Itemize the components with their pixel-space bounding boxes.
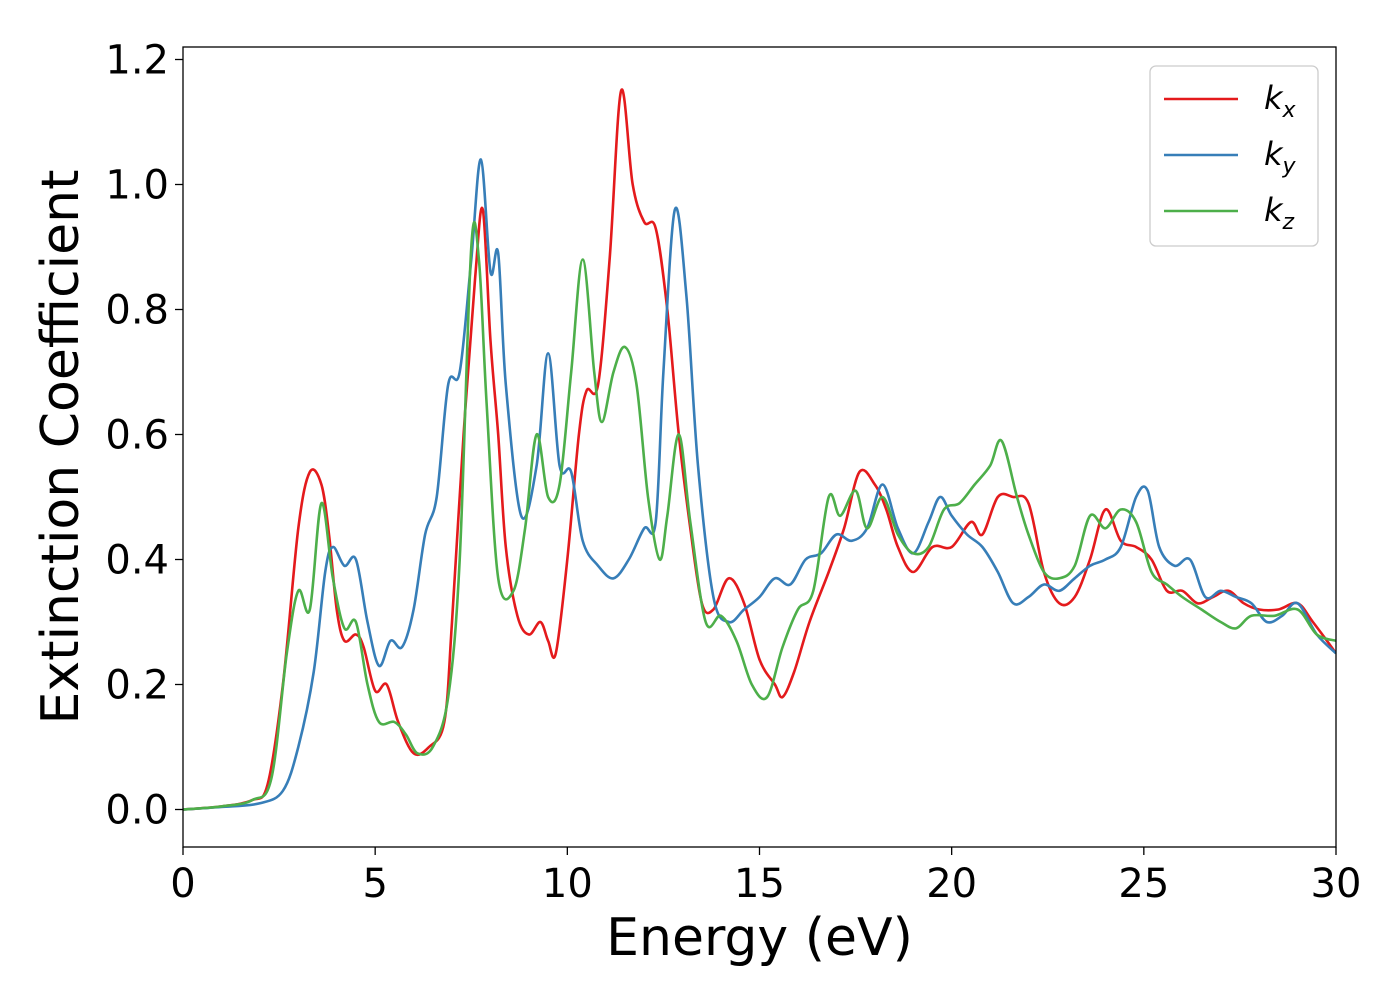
legend: kx ky kz: [1149, 65, 1319, 247]
y-axis-label: Extinction Coefficient: [31, 170, 91, 725]
legend-label-kx: kx: [1264, 79, 1297, 123]
y-tick-label: 0.4: [105, 538, 169, 584]
legend-label-kz: kz: [1264, 191, 1295, 235]
y-tick-label: 0.8: [105, 288, 169, 334]
x-axis-ticks: 0 5 10 15 20 25 30: [170, 847, 1361, 907]
x-axis-label: Energy (eV): [606, 908, 913, 968]
y-tick-label: 1.2: [105, 38, 169, 84]
x-tick-label: 30: [1311, 861, 1362, 907]
x-tick-label: 10: [542, 861, 593, 907]
y-tick-label: 0.2: [105, 663, 169, 709]
x-tick-label: 5: [362, 861, 387, 907]
plot-series: [183, 88, 1336, 811]
x-tick-label: 25: [1118, 861, 1169, 907]
series-line-ky: [183, 158, 1336, 811]
series-line-kz: [183, 220, 1336, 811]
y-axis-ticks: 0.0 0.2 0.4 0.6 0.8 1.0 1.2: [105, 38, 183, 834]
x-tick-label: 15: [734, 861, 785, 907]
x-tick-label: 0: [170, 861, 195, 907]
y-tick-label: 0.0: [105, 788, 169, 834]
y-tick-label: 1.0: [105, 163, 169, 209]
y-tick-label: 0.6: [105, 413, 169, 459]
series-line-kx: [183, 88, 1336, 811]
legend-label-ky: ky: [1264, 135, 1297, 179]
x-tick-label: 20: [926, 861, 977, 907]
